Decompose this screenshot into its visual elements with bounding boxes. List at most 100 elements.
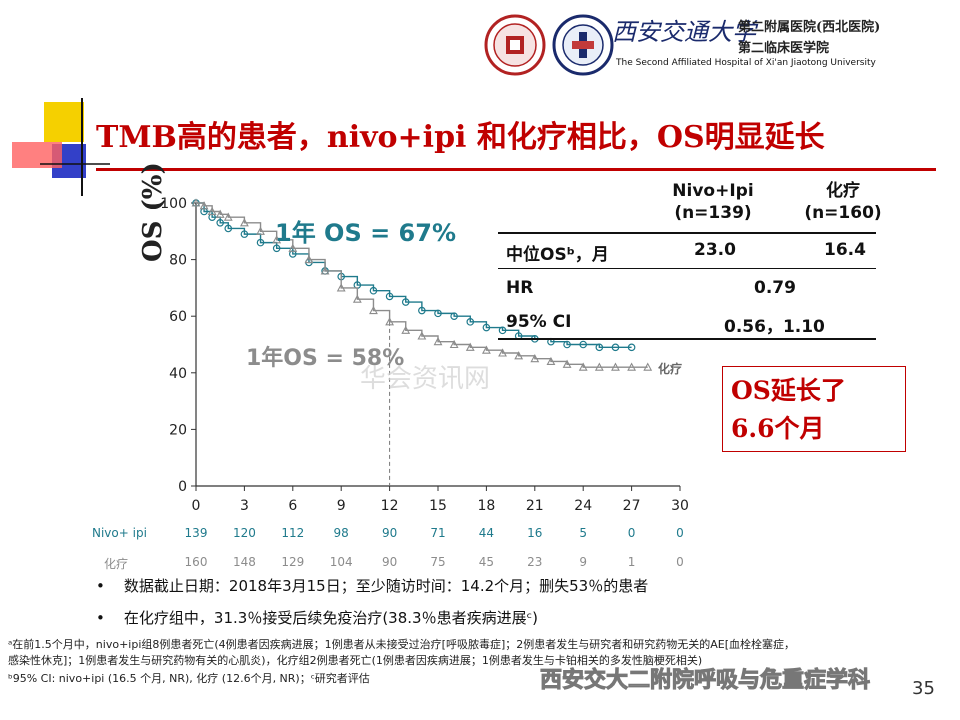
risk-count-nivo: 98 [333, 526, 349, 540]
page-number: 35 [912, 678, 935, 699]
risk-count-chemo: 23 [527, 555, 543, 569]
risk-count-chemo: 160 [184, 555, 208, 569]
censor-mark-nivo [401, 298, 410, 306]
y-tick-label: 40 [169, 366, 187, 382]
censor-mark-chemo [272, 235, 282, 244]
footnote-2: 感染性休克]；1例患者发生与研究药物有关的心肌炎)，化疗组2例患者死亡(1例患者… [8, 654, 703, 667]
censor-mark-chemo [256, 226, 265, 235]
x-tick-label: 24 [574, 498, 592, 514]
y-tick-label: 60 [169, 309, 187, 325]
censor-mark-chemo [369, 305, 378, 315]
os-nivo-annotation: 1年 OS = 67% [275, 219, 457, 247]
hospital-seal-logo [552, 14, 614, 76]
censor-mark-chemo [288, 243, 298, 252]
os-extension-box: OS延长了 6.6个月 [722, 366, 906, 452]
x-tick-label: 3 [240, 498, 249, 514]
risk-count-chemo: 9 [579, 555, 587, 569]
censor-mark-nivo [418, 306, 426, 315]
censor-mark-chemo [215, 209, 225, 218]
hospital-name-en: The Second Affiliated Hospital of Xi'an … [616, 58, 876, 68]
risk-count-chemo: 0 [676, 555, 684, 569]
risk-count-chemo: 148 [232, 555, 256, 569]
censor-mark-chemo [465, 342, 475, 351]
risk-count-nivo: 44 [478, 526, 495, 540]
hospital-name-line1: 第二附属医院(西北医院) [738, 20, 881, 35]
censor-mark-chemo [562, 359, 572, 368]
footnote-3: ᵇ95% CI: nivo+ipi (16.5 个月, NR), 化疗 (12.… [8, 672, 370, 685]
censor-mark-nivo [466, 318, 475, 326]
y-tick-label: 80 [169, 253, 187, 269]
censor-mark-nivo [385, 292, 394, 301]
os-extension-line1: OS延长了 [731, 376, 846, 405]
censor-mark-chemo [417, 331, 427, 340]
hospital-name-cn: 西安交通大学 [612, 18, 756, 46]
risk-count-nivo: 120 [232, 526, 256, 540]
col-nivo-n: (n=139) [674, 203, 752, 223]
censor-mark-chemo [481, 345, 491, 354]
chemo-curve-label: 化疗 [658, 362, 683, 376]
risk-label-chemo: 化疗 [104, 557, 129, 571]
risk-count-chemo: 45 [478, 555, 495, 569]
footnote-1: ᵃ在前1.5个月中，nivo+ipi组8例患者死亡(4例患者因疾病进展；1例患者… [8, 638, 796, 651]
col-chemo-header: 化疗 (n=160) [778, 180, 908, 224]
censor-mark-nivo [611, 343, 620, 352]
censor-mark-chemo [191, 198, 201, 207]
censor-mark-chemo [449, 339, 459, 349]
risk-count-chemo: 75 [430, 555, 446, 569]
row-ci-label: 95% CI [506, 312, 572, 332]
table-mid-rule [498, 268, 876, 269]
col-nivo-header: Nivo+Ipi (n=139) [648, 180, 778, 224]
bullet-2-text: 在化疗组中，31.3％接受后续免疫治疗(38.3％患者疾病进展ᶜ) [123, 609, 538, 627]
censor-mark-nivo [240, 230, 249, 238]
y-tick-label: 20 [169, 422, 187, 438]
university-seal-logo [484, 14, 546, 76]
os-extension-line2: 6.6个月 [731, 414, 825, 443]
title-underline [96, 168, 936, 171]
decorative-squares [12, 98, 110, 196]
censor-mark-chemo [433, 337, 443, 346]
risk-count-chemo: 90 [381, 555, 398, 569]
censor-mark-nivo [498, 326, 507, 335]
censor-mark-nivo [369, 286, 378, 295]
censor-mark-chemo [530, 353, 540, 363]
bullet-1-text: 数据截止日期：2018年3月15日；至少随访时间：14.2个月；删失53％的患者 [123, 577, 649, 595]
row-median-chemo: 16.4 [824, 240, 866, 260]
censor-mark-chemo [199, 201, 209, 210]
censor-mark-nivo [450, 312, 458, 321]
y-tick-label: 0 [178, 479, 187, 495]
censor-mark-chemo [320, 266, 330, 275]
censor-mark-chemo [611, 362, 620, 371]
risk-count-nivo: 0 [627, 526, 636, 540]
censor-mark-chemo [498, 348, 507, 357]
risk-label-nivo: Nivo+ ipi [92, 526, 147, 540]
censor-mark-chemo [643, 362, 653, 371]
risk-count-chemo: 1 [627, 555, 636, 569]
risk-count-chemo: 129 [281, 555, 305, 569]
censor-mark-chemo [385, 317, 395, 326]
x-tick-label: 30 [671, 498, 689, 514]
censor-mark-chemo [401, 325, 411, 334]
censor-mark-nivo [482, 323, 491, 332]
x-tick-label: 15 [429, 498, 447, 514]
censor-mark-nivo [627, 343, 636, 352]
censor-mark-nivo [434, 309, 442, 318]
censor-mark-nivo [224, 224, 233, 233]
bullet-2: • 在化疗组中，31.3％接受后续免疫治疗(38.3％患者疾病进展ᶜ) [96, 609, 538, 627]
risk-count-nivo: 0 [676, 526, 684, 540]
censor-mark-nivo [256, 238, 265, 247]
y-tick-label: 100 [160, 196, 187, 212]
censor-mark-nivo [595, 343, 604, 352]
col-nivo-title: Nivo+Ipi [672, 181, 754, 201]
censor-mark-chemo [223, 212, 233, 221]
x-tick-label: 12 [381, 498, 399, 514]
table-bottom-rule [498, 338, 876, 340]
censor-mark-chemo [514, 351, 524, 360]
y-axis-label: OS (%) [138, 162, 168, 262]
censor-mark-chemo [239, 218, 249, 227]
risk-count-nivo: 16 [527, 526, 543, 540]
censor-mark-nivo [272, 244, 281, 253]
x-tick-label: 21 [526, 498, 544, 514]
x-tick-label: 18 [477, 498, 495, 514]
censor-mark-nivo [216, 219, 225, 227]
